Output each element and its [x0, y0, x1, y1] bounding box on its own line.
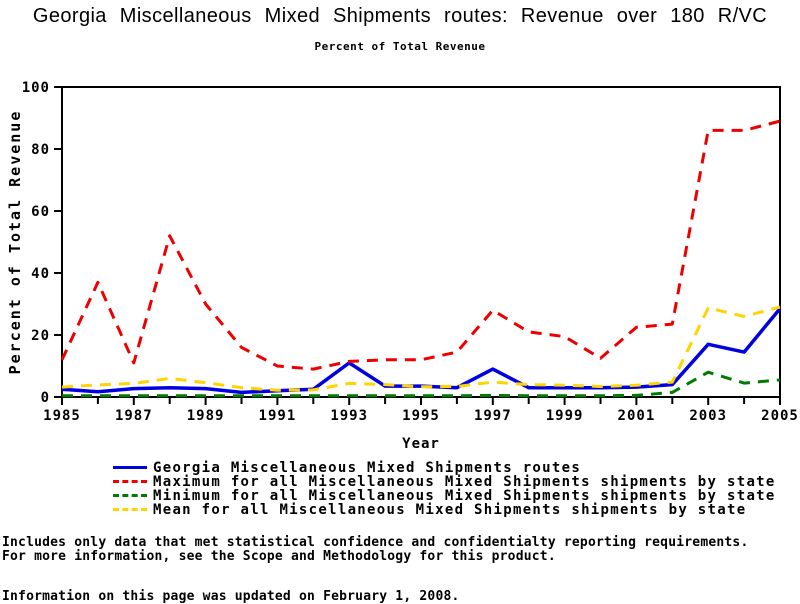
legend-label: Maximum for all Miscellaneous Mixed Ship…	[153, 473, 776, 490]
x-tick-label: 2001	[618, 408, 656, 424]
x-tick-label: 1989	[187, 408, 225, 424]
legend-label: Georgia Miscellaneous Mixed Shipments ro…	[153, 459, 582, 476]
legend-line-sample-maximum	[113, 480, 147, 483]
footnote-confidentiality: Includes only data that met statistical …	[2, 535, 749, 550]
x-tick-label: 2005	[761, 408, 799, 424]
legend-item-mean: Mean for all Miscellaneous Mixed Shipmen…	[113, 501, 776, 518]
legend-line-sample-georgia	[113, 466, 147, 469]
legend-label: Minimum for all Miscellaneous Mixed Ship…	[153, 487, 776, 504]
plot-frame	[61, 86, 781, 398]
chart-legend: Georgia Miscellaneous Mixed Shipments ro…	[113, 459, 776, 518]
series-line-mean	[61, 305, 781, 392]
legend-item-minimum: Minimum for all Miscellaneous Mixed Ship…	[113, 487, 776, 504]
legend-item-georgia: Georgia Miscellaneous Mixed Shipments ro…	[113, 459, 776, 476]
x-tick-label: 1993	[330, 408, 368, 424]
y-axis-title: Percent of Total Revenue	[6, 110, 24, 375]
x-tick-label: 1997	[474, 408, 512, 424]
legend-label: Mean for all Miscellaneous Mixed Shipmen…	[153, 501, 747, 518]
series-line-minimum	[62, 370, 781, 398]
legend-item-maximum: Maximum for all Miscellaneous Mixed Ship…	[113, 473, 776, 490]
chart-title: Georgia Miscellaneous Mixed Shipments ro…	[32, 5, 768, 27]
y-tick-label: 20	[31, 328, 50, 344]
y-tick-label: 0	[41, 390, 50, 406]
x-tick-label: 1987	[115, 408, 153, 424]
chart-subtitle: Percent of Total Revenue	[314, 40, 486, 53]
y-tick-label: 40	[31, 266, 50, 282]
y-tick-label: 100	[22, 80, 50, 96]
x-tick-label: 1999	[546, 408, 584, 424]
series-line-georgia	[61, 307, 782, 395]
footnote-updated-date: Information on this page was updated on …	[2, 589, 460, 604]
series-line-maximum	[60, 119, 781, 371]
x-tick-label: 1985	[43, 408, 81, 424]
legend-line-sample-mean	[113, 508, 147, 511]
x-axis-title: Year	[402, 436, 440, 452]
y-tick-label: 60	[31, 204, 50, 220]
x-tick-label: 1991	[259, 408, 297, 424]
x-tick-label: 1995	[402, 408, 440, 424]
footnote-methodology: For more information, see the Scope and …	[2, 549, 556, 564]
y-tick-label: 80	[31, 142, 50, 158]
legend-line-sample-minimum	[113, 494, 147, 497]
x-tick-label: 2003	[689, 408, 727, 424]
